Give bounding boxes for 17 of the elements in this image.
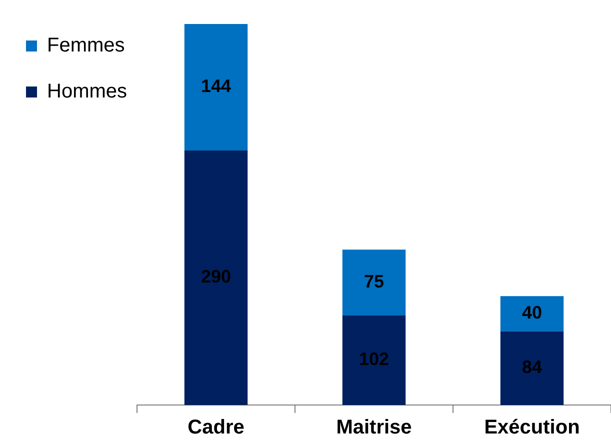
x-tick-label: Maitrise	[336, 416, 412, 439]
data-label: 40	[522, 302, 542, 323]
x-tick-label: Cadre	[188, 416, 244, 439]
bar	[342, 250, 406, 316]
bar	[184, 150, 248, 405]
bar	[342, 315, 406, 405]
bar	[500, 296, 564, 332]
bar	[184, 24, 248, 150]
legend-label: Hommes	[47, 80, 128, 103]
data-label: 84	[522, 357, 542, 378]
data-label: 290	[200, 266, 232, 287]
data-label: 144	[200, 76, 232, 96]
legend-label: Femmes	[47, 34, 125, 57]
data-label: 75	[364, 272, 384, 292]
data-label: 102	[358, 349, 390, 370]
x-tick-label: Exécution	[484, 416, 580, 439]
bar	[500, 331, 564, 405]
